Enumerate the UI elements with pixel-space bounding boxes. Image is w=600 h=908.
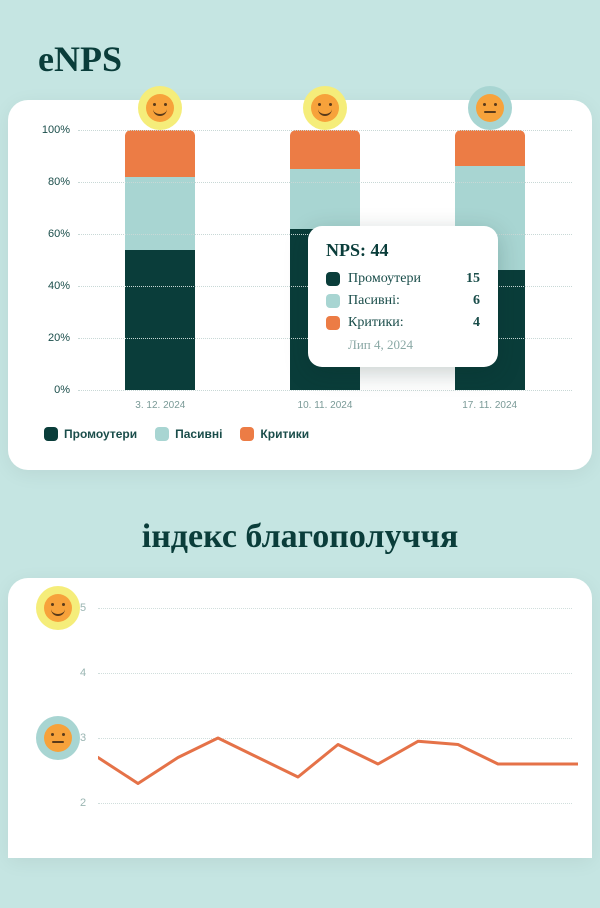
tooltip-label: Пасивні: bbox=[348, 293, 400, 309]
tooltip-value: 4 bbox=[473, 315, 480, 331]
gridline bbox=[78, 390, 572, 391]
tooltip-label: Критики: bbox=[348, 315, 404, 331]
tooltip-title: NPS: 44 bbox=[326, 240, 480, 261]
y-tick: 60% bbox=[48, 228, 70, 240]
tooltip-value: 6 bbox=[473, 293, 480, 309]
enps-card: eNPS 0% 20% 40% 60% 80% 100% 3. 12. 2024 10. 1… bbox=[8, 8, 592, 470]
enps-chart-panel: 0% 20% 40% 60% 80% 100% 3. 12. 2024 10. 11. 20… bbox=[8, 100, 592, 470]
bar-segment-critics bbox=[125, 130, 195, 177]
enps-x-labels: 3. 12. 2024 10. 11. 2024 17. 11. 2024 bbox=[78, 400, 572, 411]
neutral-emoji-icon bbox=[36, 716, 80, 760]
legend-swatch-icon bbox=[44, 427, 58, 441]
neutral-emoji-icon bbox=[468, 86, 512, 130]
tooltip-value: 15 bbox=[466, 271, 480, 287]
bar-segment-passive bbox=[125, 177, 195, 250]
legend-item-passive: Пасивні bbox=[155, 427, 222, 441]
wellbeing-title: індекс благополуччя bbox=[8, 490, 592, 578]
happy-emoji-icon bbox=[303, 86, 347, 130]
legend-item-critics: Критики bbox=[240, 427, 309, 441]
y-tick: 3 bbox=[80, 732, 86, 744]
tooltip-date: Лип 4, 2024 bbox=[326, 337, 480, 353]
gridline bbox=[78, 130, 572, 131]
y-tick: 40% bbox=[48, 280, 70, 292]
bar-segment-critics bbox=[455, 130, 525, 166]
enps-title: eNPS bbox=[8, 28, 592, 100]
tooltip-swatch-icon bbox=[326, 272, 340, 286]
legend-label: Критики bbox=[260, 427, 309, 441]
bar-segment-passive bbox=[290, 169, 360, 229]
x-label: 10. 11. 2024 bbox=[290, 400, 360, 411]
enps-tooltip: NPS: 44 Промоутери 15 Пасивні: 6 Критики: 4 Л… bbox=[308, 226, 498, 367]
wellbeing-plot-area: 12345 bbox=[98, 608, 572, 858]
bar-segment-critics bbox=[290, 130, 360, 169]
tooltip-row: Промоутери 15 bbox=[326, 271, 480, 287]
enps-y-axis: 0%20%40%60%80%100% bbox=[38, 130, 78, 390]
happy-emoji-icon bbox=[36, 586, 80, 630]
y-tick: 80% bbox=[48, 176, 70, 188]
happy-emoji-icon bbox=[138, 86, 182, 130]
x-label: 17. 11. 2024 bbox=[455, 400, 525, 411]
wellbeing-line-chart bbox=[98, 608, 578, 858]
bar-segment-promoters bbox=[125, 250, 195, 390]
legend-item-promoters: Промоутери bbox=[44, 427, 137, 441]
bar-column[interactable] bbox=[125, 130, 195, 390]
tooltip-swatch-icon bbox=[326, 316, 340, 330]
tooltip-swatch-icon bbox=[326, 294, 340, 308]
wellbeing-card: індекс благополуччя 12345 bbox=[8, 490, 592, 858]
legend-swatch-icon bbox=[240, 427, 254, 441]
y-tick: 20% bbox=[48, 332, 70, 344]
legend-swatch-icon bbox=[155, 427, 169, 441]
tooltip-row: Критики: 4 bbox=[326, 315, 480, 331]
y-tick: 2 bbox=[80, 797, 86, 809]
enps-legend: Промоутери Пасивні Критики bbox=[44, 427, 572, 441]
tooltip-row: Пасивні: 6 bbox=[326, 293, 480, 309]
legend-label: Промоутери bbox=[64, 427, 137, 441]
gridline bbox=[78, 182, 572, 183]
y-tick: 0% bbox=[54, 384, 70, 396]
wellbeing-chart-panel: 12345 bbox=[8, 578, 592, 858]
y-tick: 100% bbox=[42, 124, 70, 136]
legend-label: Пасивні bbox=[175, 427, 222, 441]
x-label: 3. 12. 2024 bbox=[125, 400, 195, 411]
y-tick: 4 bbox=[80, 667, 86, 679]
tooltip-label: Промоутери bbox=[348, 271, 421, 287]
y-tick: 5 bbox=[80, 602, 86, 614]
